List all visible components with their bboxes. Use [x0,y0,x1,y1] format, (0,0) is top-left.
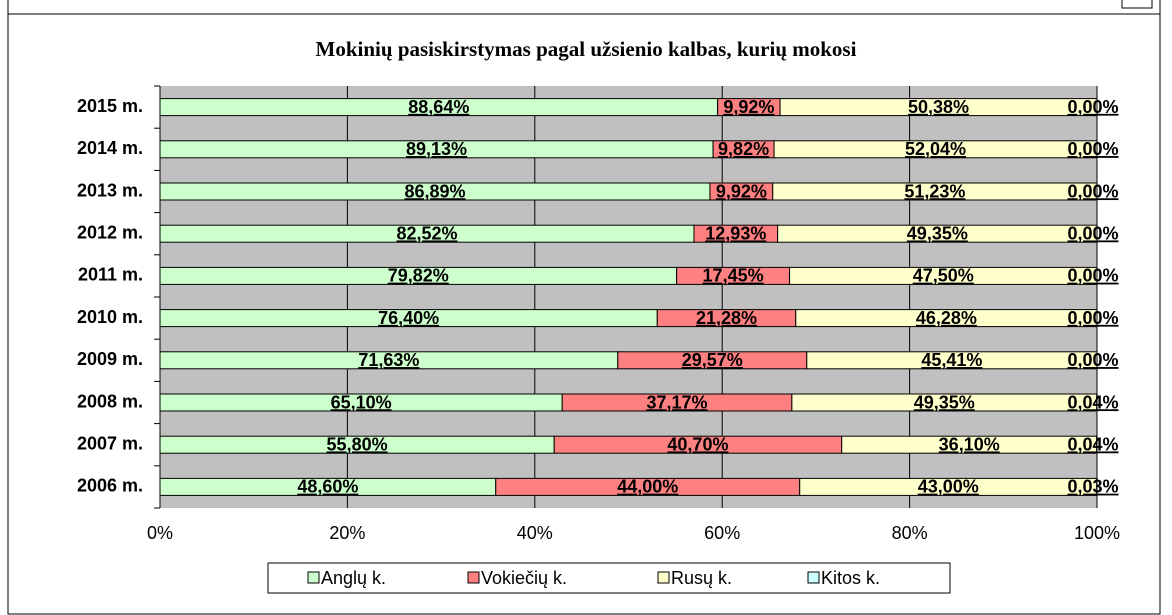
y-tick-label: 2012 m. [77,222,143,242]
data-label: 82,52% [396,223,457,243]
data-label: 0,00% [1067,223,1118,243]
data-label: 76,40% [378,308,439,328]
data-label: 9,92% [723,97,774,117]
data-label: 0,00% [1067,139,1118,159]
legend-box [267,562,951,594]
data-label: 12,93% [705,223,766,243]
data-label: 88,64% [408,97,469,117]
data-label: 0,04% [1067,434,1118,454]
data-label: 43,00% [918,477,979,497]
legend-swatch [807,571,820,584]
y-tick-label: 2009 m. [77,349,143,369]
x-tick-label: 100% [1074,523,1120,543]
data-label: 9,82% [718,139,769,159]
data-label: 21,28% [696,308,757,328]
data-label: 45,41% [921,350,982,370]
legend-swatch [657,571,670,584]
data-label: 71,63% [358,350,419,370]
data-label: 36,10% [939,434,1000,454]
data-label: 29,57% [682,350,743,370]
data-label: 0,00% [1067,266,1118,286]
data-label: 0,03% [1067,477,1118,497]
legend-label: Rusų k. [671,568,732,588]
x-tick-label: 60% [704,523,740,543]
legend-label: Kitos k. [821,568,880,588]
data-label: 55,80% [327,434,388,454]
data-label: 49,35% [907,223,968,243]
legend-swatch [467,571,480,584]
data-label: 79,82% [388,266,449,286]
data-label: 47,50% [913,266,974,286]
data-label: 65,10% [331,392,392,412]
data-label: 51,23% [904,181,965,201]
data-label: 0,00% [1067,181,1118,201]
data-label: 86,89% [404,181,465,201]
y-tick-label: 2007 m. [77,433,143,453]
legend-swatch [307,571,320,584]
bar-segment [773,140,1098,159]
data-label: 0,00% [1067,97,1118,117]
data-label: 48,60% [297,477,358,497]
data-label: 50,38% [908,97,969,117]
bar-segment [806,351,1098,370]
y-tick-label: 2008 m. [77,391,143,411]
bar-segment [795,309,1098,328]
y-tick-label: 2006 m. [77,476,143,496]
x-tick-label: 0% [147,523,173,543]
y-tick-label: 2013 m. [77,180,143,200]
bar-segment [772,182,1098,201]
data-label: 40,70% [667,434,728,454]
bar-segment [789,266,1098,285]
y-tick-label: 2010 m. [77,307,143,327]
y-tick-label: 2015 m. [77,96,143,116]
y-tick-label: 2011 m. [78,265,143,285]
data-label: 0,00% [1067,350,1118,370]
legend-label: Anglų k. [321,568,386,588]
x-tick-label: 80% [892,523,928,543]
data-label: 46,28% [916,308,977,328]
y-tick-label: 2014 m. [77,138,143,158]
x-tick-label: 40% [517,523,553,543]
data-label: 49,35% [914,392,975,412]
x-tick-label: 20% [329,523,365,543]
data-label: 17,45% [703,266,764,286]
data-label: 37,17% [646,392,707,412]
data-label: 52,04% [905,139,966,159]
data-label: 44,00% [617,477,678,497]
data-label: 0,00% [1067,308,1118,328]
bar-segment [779,98,1098,117]
data-label: 0,04% [1067,392,1118,412]
top-box [1121,0,1153,9]
data-label: 89,13% [406,139,467,159]
bar-segment [777,224,1098,243]
chart-title: Mokinių pasiskirstymas pagal užsienio ka… [316,37,857,61]
legend-label: Vokiečių k. [481,568,567,588]
data-label: 9,92% [716,181,767,201]
